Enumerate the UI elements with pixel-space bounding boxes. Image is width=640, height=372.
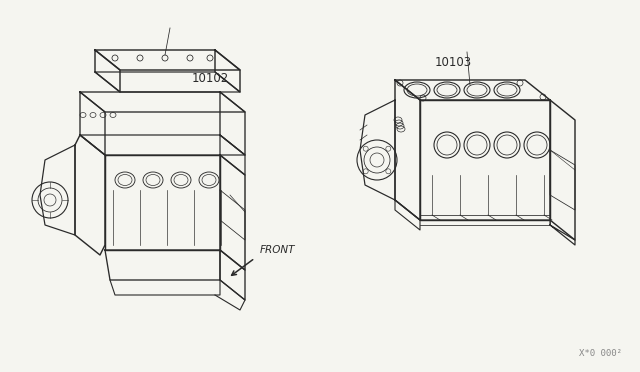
Text: X*0 000²: X*0 000² [579,349,622,358]
Text: 10103: 10103 [435,55,472,68]
Text: 10102: 10102 [192,71,229,84]
Text: FRONT: FRONT [260,245,296,255]
